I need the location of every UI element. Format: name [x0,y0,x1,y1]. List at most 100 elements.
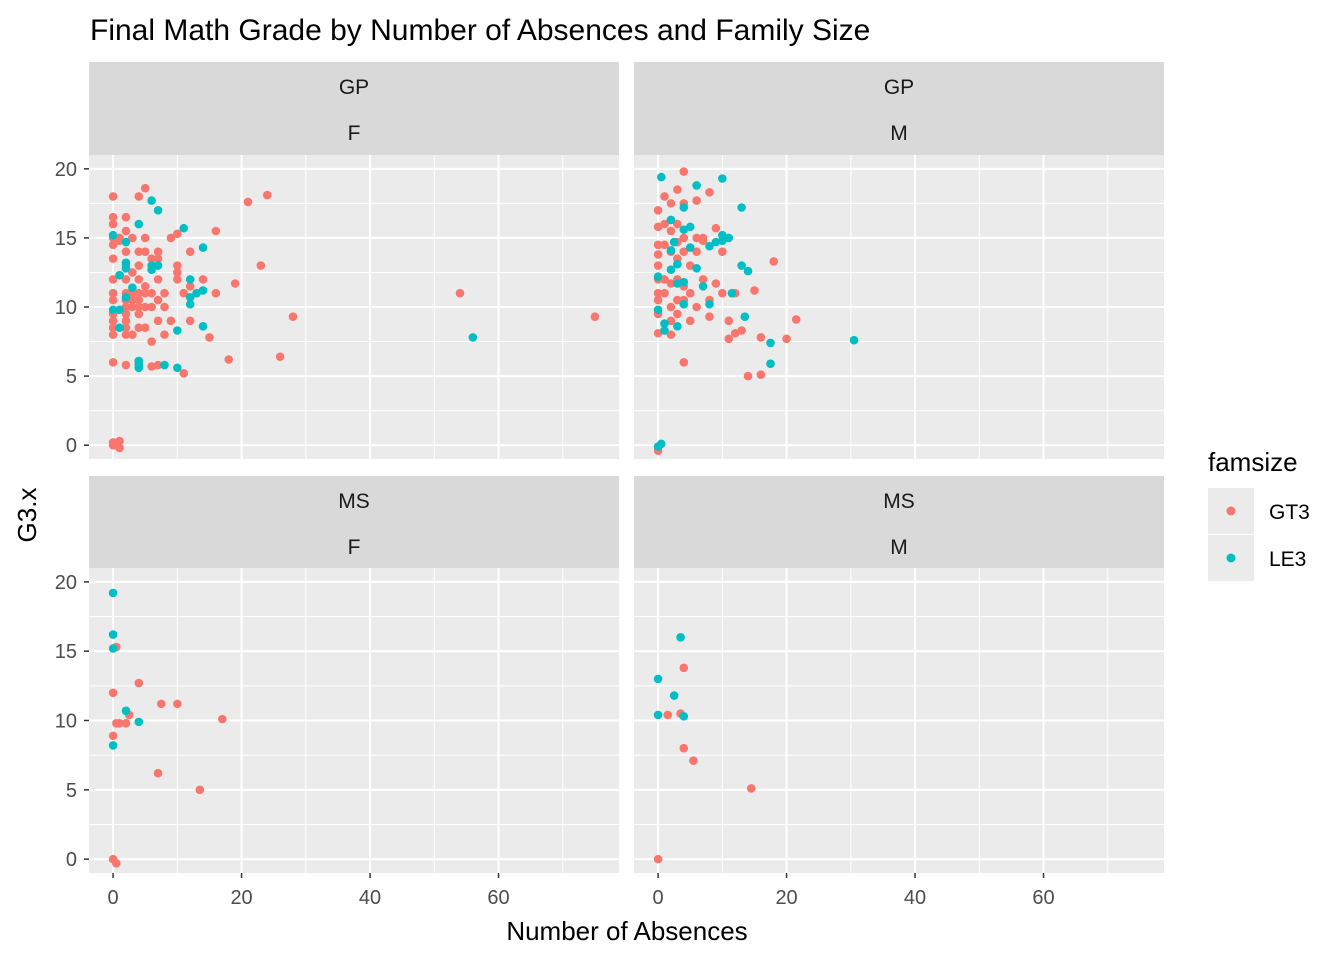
data-point-gt3 [153,295,163,305]
facet-strip-label: MS [338,490,370,513]
data-point-gt3 [108,357,118,367]
facet-strip-label: GP [339,76,369,99]
data-point-gt3 [685,316,695,326]
data-point-gt3 [185,247,195,257]
data-point-gt3 [140,302,150,312]
data-point-gt3 [134,261,144,270]
data-point-gt3 [121,309,131,319]
data-point-gt3 [115,718,124,728]
data-point-gt3 [256,261,266,270]
data-point-gt3 [679,247,689,257]
y-tick-label: 10 [55,711,77,733]
data-point-gt3 [224,355,234,364]
data-point-le3 [679,712,689,721]
data-point-gt3 [108,254,118,263]
data-point-gt3 [147,254,156,263]
data-point-gt3 [262,190,272,200]
data-point-gt3 [653,222,663,232]
data-point-gt3 [147,337,156,346]
data-point-gt3 [134,192,144,201]
facet-panel-ms-m: MS M [634,476,1164,873]
data-point-gt3 [275,352,285,362]
data-point-gt3 [653,854,663,864]
data-point-gt3 [179,369,189,378]
data-point-gt3 [108,295,118,305]
data-point-gt3 [288,312,298,321]
facet-panel-gp-f: GP F [89,62,619,459]
data-point-gt3 [660,219,669,229]
data-point-le3 [185,275,195,284]
data-point-le3 [653,305,663,315]
data-point-gt3 [128,302,137,312]
data-point-gt3 [179,288,189,298]
data-point-gt3 [134,302,144,312]
data-point-le3 [121,293,131,302]
legend-label-gt3: GT3 [1269,501,1310,524]
data-point-gt3 [121,360,131,370]
data-point-gt3 [108,323,118,333]
data-point-gt3 [121,226,131,236]
data-point-gt3 [230,279,240,288]
data-point-gt3 [673,295,682,305]
data-point-gt3 [756,333,766,342]
facet-strip [89,476,619,568]
data-point-le3 [669,237,679,247]
data-point-gt3 [653,295,663,305]
data-point-le3 [198,243,208,252]
data-point-gt3 [769,257,779,266]
data-point-gt3 [737,326,746,335]
data-point-gt3 [679,663,689,673]
data-point-le3 [698,281,708,291]
data-point-gt3 [211,288,221,298]
facet-strip-label: M [890,536,908,559]
data-point-gt3 [173,268,182,277]
data-point-le3 [653,272,663,281]
data-point-le3 [724,233,734,243]
x-tick-label: 40 [904,887,926,909]
data-point-gt3 [660,288,669,298]
data-point-gt3 [153,360,163,370]
data-point-le3 [673,259,682,269]
data-point-gt3 [108,440,118,450]
data-point-gt3 [121,718,131,728]
data-point-gt3 [724,334,734,344]
data-point-gt3 [689,756,698,766]
data-point-gt3 [128,295,137,305]
data-point-gt3 [121,323,131,333]
data-point-le3 [108,305,118,315]
data-point-gt3 [108,288,118,298]
data-point-gt3 [455,288,465,298]
y-tick-label: 5 [66,780,77,802]
data-point-gt3 [140,281,150,291]
data-point-gt3 [705,312,714,321]
data-point-gt3 [121,275,131,284]
x-tick-label: 40 [359,887,381,909]
data-point-gt3 [108,212,118,222]
data-point-le3 [669,691,679,700]
y-tick-label: 0 [66,435,77,457]
data-point-le3 [679,225,689,234]
data-point-gt3 [685,288,695,298]
data-point-gt3 [679,233,689,243]
data-point-le3 [173,326,182,335]
data-point-gt3 [134,678,144,688]
data-point-gt3 [746,784,756,793]
data-point-gt3 [108,688,118,698]
data-point-gt3 [756,370,766,380]
data-point-le3 [685,243,695,252]
data-point-gt3 [140,288,150,298]
y-tick-label: 20 [55,159,77,181]
data-point-gt3 [679,743,689,753]
data-point-gt3 [666,330,676,339]
data-point-gt3 [173,699,182,709]
data-point-le3 [660,326,669,335]
x-tick-label: 20 [775,887,797,909]
data-point-gt3 [685,261,695,270]
data-point-gt3 [653,288,663,298]
data-point-le3 [160,360,169,370]
data-point-gt3 [673,219,682,229]
data-point-gt3 [653,328,663,338]
data-point-le3 [727,288,737,298]
legend-marker-gt3 [1226,506,1236,516]
